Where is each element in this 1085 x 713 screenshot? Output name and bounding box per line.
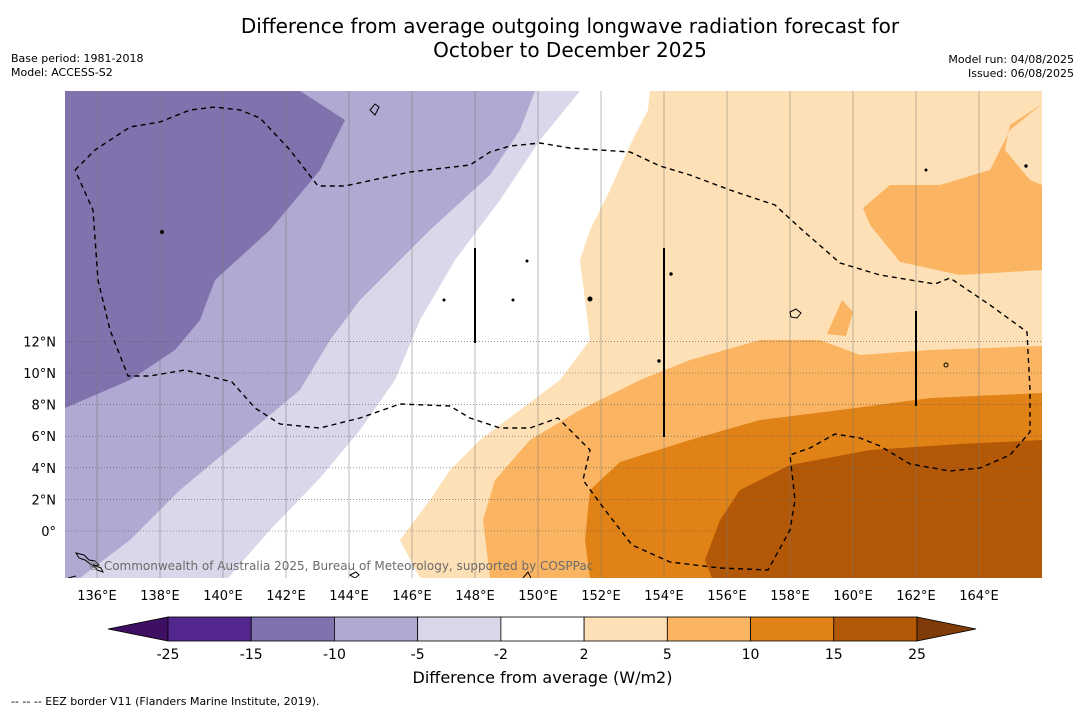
latitude-labels: 12°N 10°N 8°N 6°N 4°N 2°N 0° xyxy=(23,335,56,540)
islet-9 xyxy=(442,298,446,302)
colorbar-tick-label: -2 xyxy=(494,647,508,663)
lon-label: 162°E xyxy=(896,589,936,604)
island-solomon xyxy=(67,552,104,578)
lat-label: 6°N xyxy=(32,430,57,445)
island-s2 xyxy=(348,571,360,578)
lon-label: 164°E xyxy=(959,589,999,604)
lon-label: 138°E xyxy=(140,589,180,604)
colorbar-segment xyxy=(334,616,419,642)
islet-6 xyxy=(1024,164,1028,168)
model-run-date: Model run: 04/08/2025 xyxy=(948,53,1074,66)
model-name: Model: ACCESS-S2 xyxy=(11,66,113,79)
islet-3 xyxy=(669,272,673,276)
island-north xyxy=(369,103,380,116)
lon-label: 142°E xyxy=(266,589,306,604)
colorbar-tick-label: -25 xyxy=(157,647,180,663)
lon-label: 146°E xyxy=(392,589,432,604)
colorbar-tick-label: -10 xyxy=(323,647,346,663)
title-line-2: October to December 2025 xyxy=(433,38,707,62)
lat-label: 4°N xyxy=(32,462,57,477)
lat-label: 2°N xyxy=(32,493,57,508)
islet-7 xyxy=(924,168,928,172)
band-5-10 xyxy=(863,104,1042,275)
eez-palau-fsm-west xyxy=(74,106,1031,571)
lon-label: 154°E xyxy=(644,589,684,604)
islet-4 xyxy=(657,359,661,363)
copyright-text: © Commonwealth of Australia 2025, Bureau… xyxy=(88,559,593,573)
base-period: Base period: 1981-2018 xyxy=(11,52,144,65)
islet-5 xyxy=(943,362,949,368)
islet-2 xyxy=(587,296,593,302)
eez-borders xyxy=(74,106,1031,571)
map-title: Difference from average outgoing longwav… xyxy=(0,14,1085,62)
island-small xyxy=(522,571,532,578)
islet-1 xyxy=(160,230,164,234)
lat-label: 12°N xyxy=(23,335,56,350)
anomaly-field xyxy=(65,91,1042,578)
islet-8 xyxy=(525,259,529,263)
island-ne xyxy=(789,308,802,319)
color-legend: -25 -15 -10 -5 -2 2 5 10 15 25 xyxy=(107,616,977,663)
lon-label: 148°E xyxy=(455,589,495,604)
colorbar-tick-label: 5 xyxy=(663,647,672,663)
issued-date: Issued: 06/08/2025 xyxy=(967,67,1074,80)
lon-label: 156°E xyxy=(707,589,747,604)
colorbar-extend-low xyxy=(107,616,169,642)
colorbar-tick-label: -15 xyxy=(240,647,263,663)
lon-label: 158°E xyxy=(770,589,810,604)
eez-footnote: -- -- -- EEZ border V11 (Flanders Marine… xyxy=(11,695,320,708)
lon-label: 150°E xyxy=(518,589,558,604)
islet-10 xyxy=(511,298,515,302)
colorbar-segment xyxy=(417,616,502,642)
band-minus15-10 xyxy=(65,91,345,408)
legend-title: Difference from average (W/m2) xyxy=(412,668,673,687)
title-line-1: Difference from average outgoing longwav… xyxy=(240,14,900,38)
band-15-25 xyxy=(705,440,1042,578)
lon-label: 160°E xyxy=(833,589,873,604)
colorbar-segment xyxy=(583,616,668,642)
lat-label: 0° xyxy=(41,525,56,540)
colorbar-tick-label: 2 xyxy=(580,647,589,663)
colorbar-tick-label: -5 xyxy=(411,647,425,663)
lat-label: 8°N xyxy=(32,399,57,414)
lon-label: 136°E xyxy=(77,589,117,604)
boundary-markers xyxy=(474,248,917,437)
colorbar-segment xyxy=(500,616,585,642)
colorbar-tick-label: 15 xyxy=(825,647,843,663)
lon-label: 144°E xyxy=(329,589,369,604)
colorbar-extend-high xyxy=(916,616,977,642)
colorbar-tick-label: 25 xyxy=(908,647,926,663)
coastlines xyxy=(67,103,1028,578)
colorbar-segment xyxy=(666,616,751,642)
colorbar-tick-label: 10 xyxy=(742,647,760,663)
colorbar-segment xyxy=(750,616,835,642)
band-5-10-patch xyxy=(827,300,853,336)
colorbar-segment xyxy=(167,616,252,642)
lon-label: 152°E xyxy=(581,589,621,604)
graticule xyxy=(65,91,1042,578)
longitude-labels: 136°E 138°E 140°E 142°E 144°E 146°E 148°E 150°E… xyxy=(77,589,999,604)
lon-label: 140°E xyxy=(203,589,243,604)
model-info: Base period: 1981-2018 Model: ACCESS-S2 xyxy=(11,52,143,80)
colorbar-segment xyxy=(833,616,918,642)
run-info: Model run: 04/08/2025 Issued: 06/08/2025 xyxy=(948,53,1074,81)
colorbar-segment xyxy=(250,616,335,642)
lat-label: 10°N xyxy=(23,367,56,382)
